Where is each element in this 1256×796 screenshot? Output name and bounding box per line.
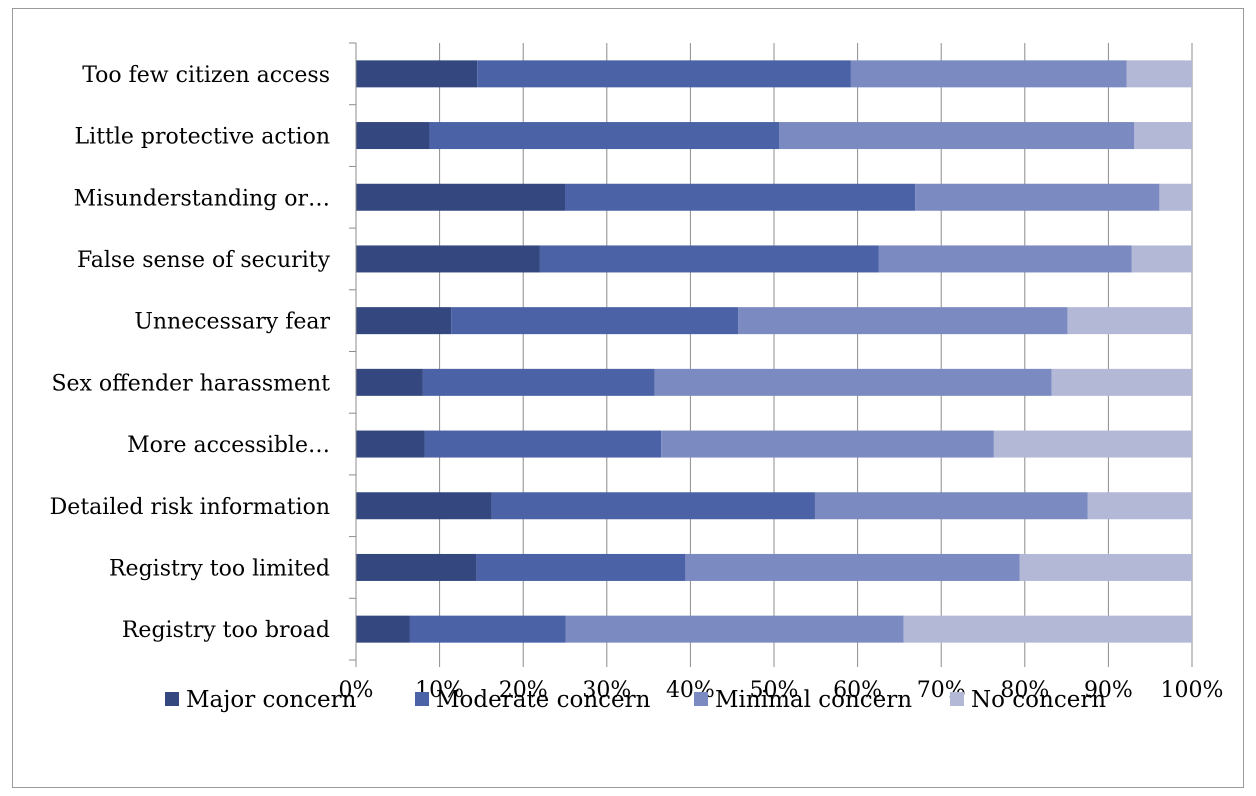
x-tick-label: 100% <box>1161 678 1224 703</box>
x-tick-label: 30% <box>582 678 631 703</box>
x-tick-label: 0% <box>339 678 374 703</box>
bar-minimal-concern <box>779 122 1135 150</box>
bar-major-concern <box>356 430 425 458</box>
category-label: Registry too broad <box>122 618 330 643</box>
bar-moderate-concern <box>565 183 916 211</box>
bar-minimal-concern <box>814 492 1088 520</box>
bar-moderate-concern <box>477 60 851 88</box>
legend-swatch <box>165 692 179 706</box>
category-label: Misunderstanding or… <box>74 186 330 211</box>
bar-minimal-concern <box>565 615 904 643</box>
bar-no-concern <box>1051 368 1192 396</box>
x-tick-labels: 0% 10% 20% 30% 40% 50% 60% 70% 80% 90% 100% <box>339 678 1224 703</box>
bar-no-concern <box>1159 183 1192 211</box>
bar-no-concern <box>1019 553 1192 581</box>
bar-major-concern <box>356 553 477 581</box>
legend-label: No concern <box>971 687 1106 713</box>
bar-moderate-concern <box>422 368 655 396</box>
bar-moderate-concern <box>491 492 815 520</box>
bar-major-concern <box>356 183 565 211</box>
bar-major-concern <box>356 615 410 643</box>
bar-minimal-concern <box>915 183 1160 211</box>
bar-major-concern <box>356 245 540 273</box>
category-labels: Too few citizen access Little protective … <box>50 63 331 643</box>
legend-label: Minimal concern <box>715 687 912 713</box>
bars <box>356 60 1192 643</box>
bar-moderate-concern <box>429 122 780 150</box>
category-label: Registry too limited <box>109 556 330 581</box>
x-tick-label: 20% <box>499 678 548 703</box>
bar-moderate-concern <box>424 430 662 458</box>
bar-no-concern <box>903 615 1192 643</box>
bar-no-concern <box>1126 60 1192 88</box>
bar-no-concern <box>1087 492 1192 520</box>
category-label: More accessible… <box>127 433 330 458</box>
bar-minimal-concern <box>685 553 1020 581</box>
bar-minimal-concern <box>738 307 1068 335</box>
bar-major-concern <box>356 368 423 396</box>
legend-swatch <box>694 692 708 706</box>
category-label: Sex offender harassment <box>51 371 330 396</box>
bar-major-concern <box>356 122 430 150</box>
bar-no-concern <box>1131 245 1192 273</box>
x-tick-label: 90% <box>1084 678 1133 703</box>
bar-major-concern <box>356 492 492 520</box>
bar-no-concern <box>1067 307 1192 335</box>
bar-moderate-concern <box>539 245 879 273</box>
legend-label: Moderate concern <box>436 687 651 713</box>
x-tick-label: 60% <box>833 678 882 703</box>
category-label: Unnecessary fear <box>134 310 330 335</box>
legend-swatch <box>950 692 964 706</box>
category-label: Little protective action <box>75 125 330 150</box>
bar-no-concern <box>993 430 1192 458</box>
bar-minimal-concern <box>878 245 1132 273</box>
category-label: Too few citizen access <box>82 63 330 88</box>
legend-swatch <box>415 692 429 706</box>
x-tick-label: 80% <box>1000 678 1049 703</box>
axes <box>349 42 1193 667</box>
bar-major-concern <box>356 60 478 88</box>
bar-moderate-concern <box>476 553 686 581</box>
bar-minimal-concern <box>661 430 994 458</box>
x-tick-label: 50% <box>750 678 799 703</box>
bar-moderate-concern <box>409 615 566 643</box>
bar-minimal-concern <box>654 368 1052 396</box>
category-label: False sense of security <box>77 248 331 273</box>
legend-label: Major concern <box>186 687 357 713</box>
bar-major-concern <box>356 307 452 335</box>
bar-moderate-concern <box>451 307 739 335</box>
legend: Major concern Moderate concern Minimal con… <box>165 687 1106 713</box>
category-label: Detailed risk information <box>50 495 330 520</box>
bar-no-concern <box>1134 122 1192 150</box>
bar-minimal-concern <box>850 60 1127 88</box>
